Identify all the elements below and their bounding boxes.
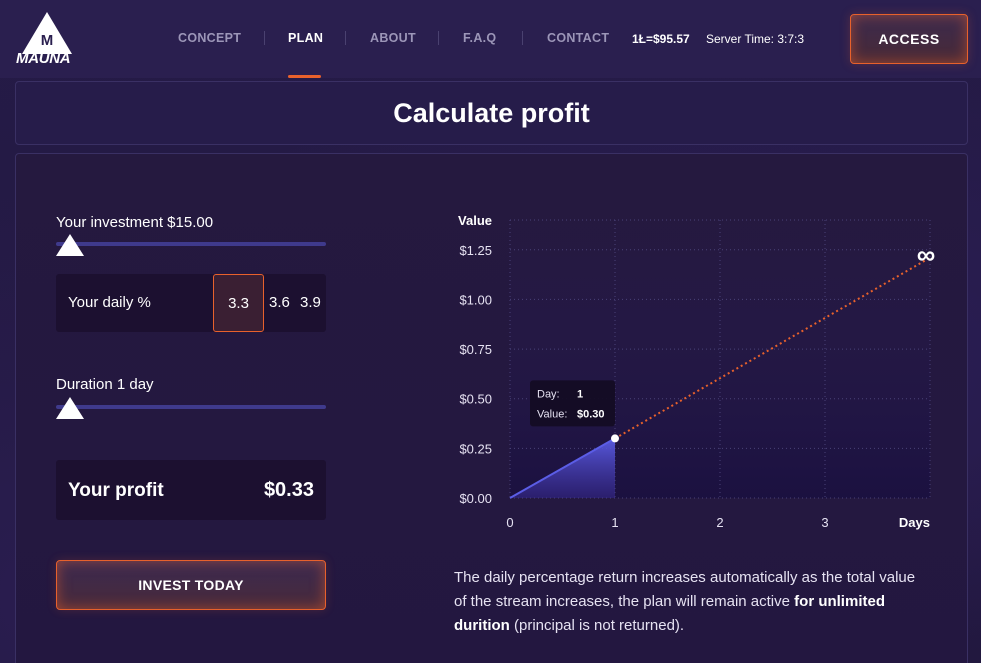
x-tick-label: 1 (611, 515, 618, 530)
active-nav-indicator (288, 75, 321, 78)
profit-label: Your profit (68, 480, 164, 501)
y-tick-label: $0.75 (459, 342, 492, 357)
daily-option-3-9[interactable]: 3.9 (300, 294, 321, 311)
nav-divider (522, 31, 523, 45)
mauna-logo[interactable]: M (14, 10, 80, 68)
infinity-marker: ∞ (917, 240, 936, 270)
description-text-end: (principal is not returned). (509, 617, 685, 634)
y-tick-label: $1.25 (459, 243, 492, 258)
nav-divider (264, 31, 265, 45)
access-button[interactable]: ACCESS (850, 14, 968, 64)
page-title: Calculate profit (393, 98, 590, 128)
svg-text:M: M (41, 32, 54, 49)
nav-divider (438, 31, 439, 45)
x-tick-label: 3 (821, 515, 828, 530)
tooltip-box (530, 380, 615, 427)
nav-about[interactable]: ABOUT (370, 31, 416, 45)
y-tick-label: $0.25 (459, 441, 492, 456)
duration-slider[interactable] (56, 405, 326, 409)
nav-faq[interactable]: F.A.Q (463, 31, 497, 45)
profit-chart: $0.00 $0.25 $0.50 $0.75 $1.00 $1.25 0 1 2 3 Value D… (458, 213, 936, 530)
x-tick-label: 2 (716, 515, 723, 530)
plan-description: The daily percentage return increases au… (454, 566, 924, 638)
daily-percent-selector: Your daily % 3.3 3.6 3.9 (56, 274, 326, 332)
profit-box: Your profit $0.33 (56, 460, 326, 520)
nav-plan[interactable]: PLAN (288, 31, 324, 45)
daily-percent-label: Your daily % (68, 294, 151, 311)
server-time: Server Time: 3:7:3 (706, 32, 805, 46)
investment-slider-thumb[interactable] (56, 234, 84, 256)
series-line-dotted (614, 256, 931, 440)
description-bold: for unlimited durition (454, 593, 885, 634)
duration-slider-thumb[interactable] (56, 397, 84, 419)
tooltip-day-value: 1 (577, 388, 583, 400)
tooltip-value-label: Value: (537, 408, 567, 420)
title-panel: Calculate profit (15, 81, 968, 145)
series-line-solid (509, 437, 616, 499)
y-tick-label: $0.50 (459, 392, 492, 407)
brand-name: MAUNA (16, 50, 71, 67)
tooltip-value-value: $0.30 (577, 408, 605, 420)
data-point (611, 434, 619, 443)
top-navbar: M MAUNA CONCEPT PLAN ABOUT F.A.Q CONTACT… (0, 0, 981, 78)
y-tick-label: $0.00 (459, 491, 492, 506)
tooltip-day-label: Day: (537, 388, 560, 400)
nav-concept[interactable]: CONCEPT (178, 31, 242, 45)
nav-divider (345, 31, 346, 45)
exchange-rate: 1Ł=$95.57 (632, 32, 690, 46)
duration-label: Duration 1 day (56, 376, 154, 393)
investment-label: Your investment $15.00 (56, 214, 214, 231)
description-text: The daily percentage return increases au… (454, 569, 916, 610)
x-axis-label: Days (899, 515, 930, 530)
nav-contact[interactable]: CONTACT (547, 31, 610, 45)
x-tick-label: 0 (506, 515, 513, 530)
daily-option-3-6[interactable]: 3.6 (269, 294, 290, 311)
y-axis-label: Value (458, 213, 492, 228)
plot-area (510, 220, 930, 498)
invest-today-button[interactable]: INVEST TODAY (56, 560, 326, 610)
investment-slider[interactable] (56, 242, 326, 246)
daily-option-3-3[interactable]: 3.3 (213, 274, 264, 332)
profit-value: $0.33 (263, 479, 314, 501)
y-tick-label: $1.00 (459, 292, 492, 307)
